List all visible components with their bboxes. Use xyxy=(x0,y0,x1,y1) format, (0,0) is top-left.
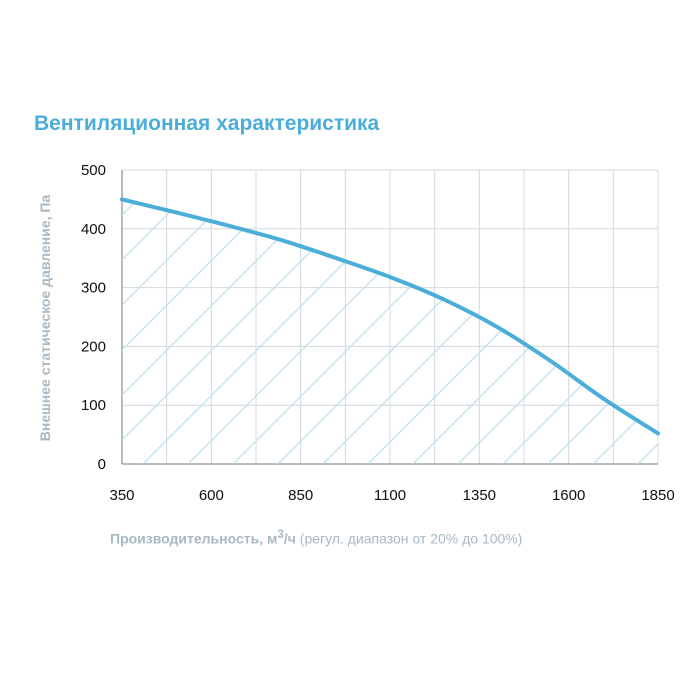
y-tick-label: 300 xyxy=(81,280,106,297)
hatch-line xyxy=(367,199,658,464)
hatch-line xyxy=(457,199,658,464)
grid-lines xyxy=(121,169,659,465)
x-tick-label: 600 xyxy=(199,487,224,504)
x-tick-label: 1600 xyxy=(552,487,585,504)
x-tick-label: 1100 xyxy=(374,487,406,504)
x-axis-label-sup: 3 xyxy=(277,528,284,541)
x-tick-label: 350 xyxy=(109,487,134,504)
hatch-line xyxy=(322,199,618,464)
x-axis-label-note: (регул. диапазон от 20% до 100%) xyxy=(295,530,523,547)
hatch-line xyxy=(412,199,658,464)
fan-curve-line xyxy=(120,197,660,436)
hatch-line xyxy=(277,199,573,464)
y-tick-label: 100 xyxy=(81,397,106,414)
hatch-line xyxy=(122,199,393,464)
x-tick-label: 1350 xyxy=(463,487,496,504)
x-axis-label-main: Производительность, м xyxy=(110,530,278,547)
hatched-area xyxy=(122,199,658,464)
y-tick-label: 500 xyxy=(81,162,106,179)
axis-ticks: 350 600 850 1100 1350 1600 1850 0 100 200 300 400 50… xyxy=(81,162,675,504)
hatch-line xyxy=(592,199,658,464)
hatch-line xyxy=(547,199,658,464)
y-tick-label: 0 xyxy=(98,456,106,473)
x-axis-label-unit: /ч xyxy=(283,530,296,547)
y-axis-label: Внешнее статическое давление, Па xyxy=(37,195,53,442)
x-axis-label: Производительность, м3/ч (регул. диапазо… xyxy=(110,528,522,547)
y-tick-label: 200 xyxy=(81,338,106,355)
hatch-line xyxy=(122,199,348,464)
x-tick-label: 850 xyxy=(288,487,313,504)
hatch-line xyxy=(122,199,213,464)
hatch-line xyxy=(122,199,123,464)
hatch-line xyxy=(637,199,658,464)
hatch-line xyxy=(502,199,658,464)
x-tick-label: 1850 xyxy=(641,487,674,504)
chart-title: Вентиляционная характеристика xyxy=(34,112,380,135)
hatch-line xyxy=(187,199,483,464)
y-tick-label: 400 xyxy=(81,221,106,238)
